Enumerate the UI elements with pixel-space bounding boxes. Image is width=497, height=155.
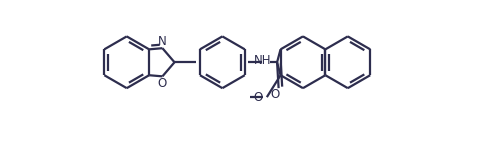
Text: O: O (270, 88, 280, 101)
Text: N: N (158, 35, 167, 48)
Text: O: O (253, 91, 263, 104)
Text: O: O (157, 77, 166, 90)
Text: NH: NH (254, 54, 271, 67)
